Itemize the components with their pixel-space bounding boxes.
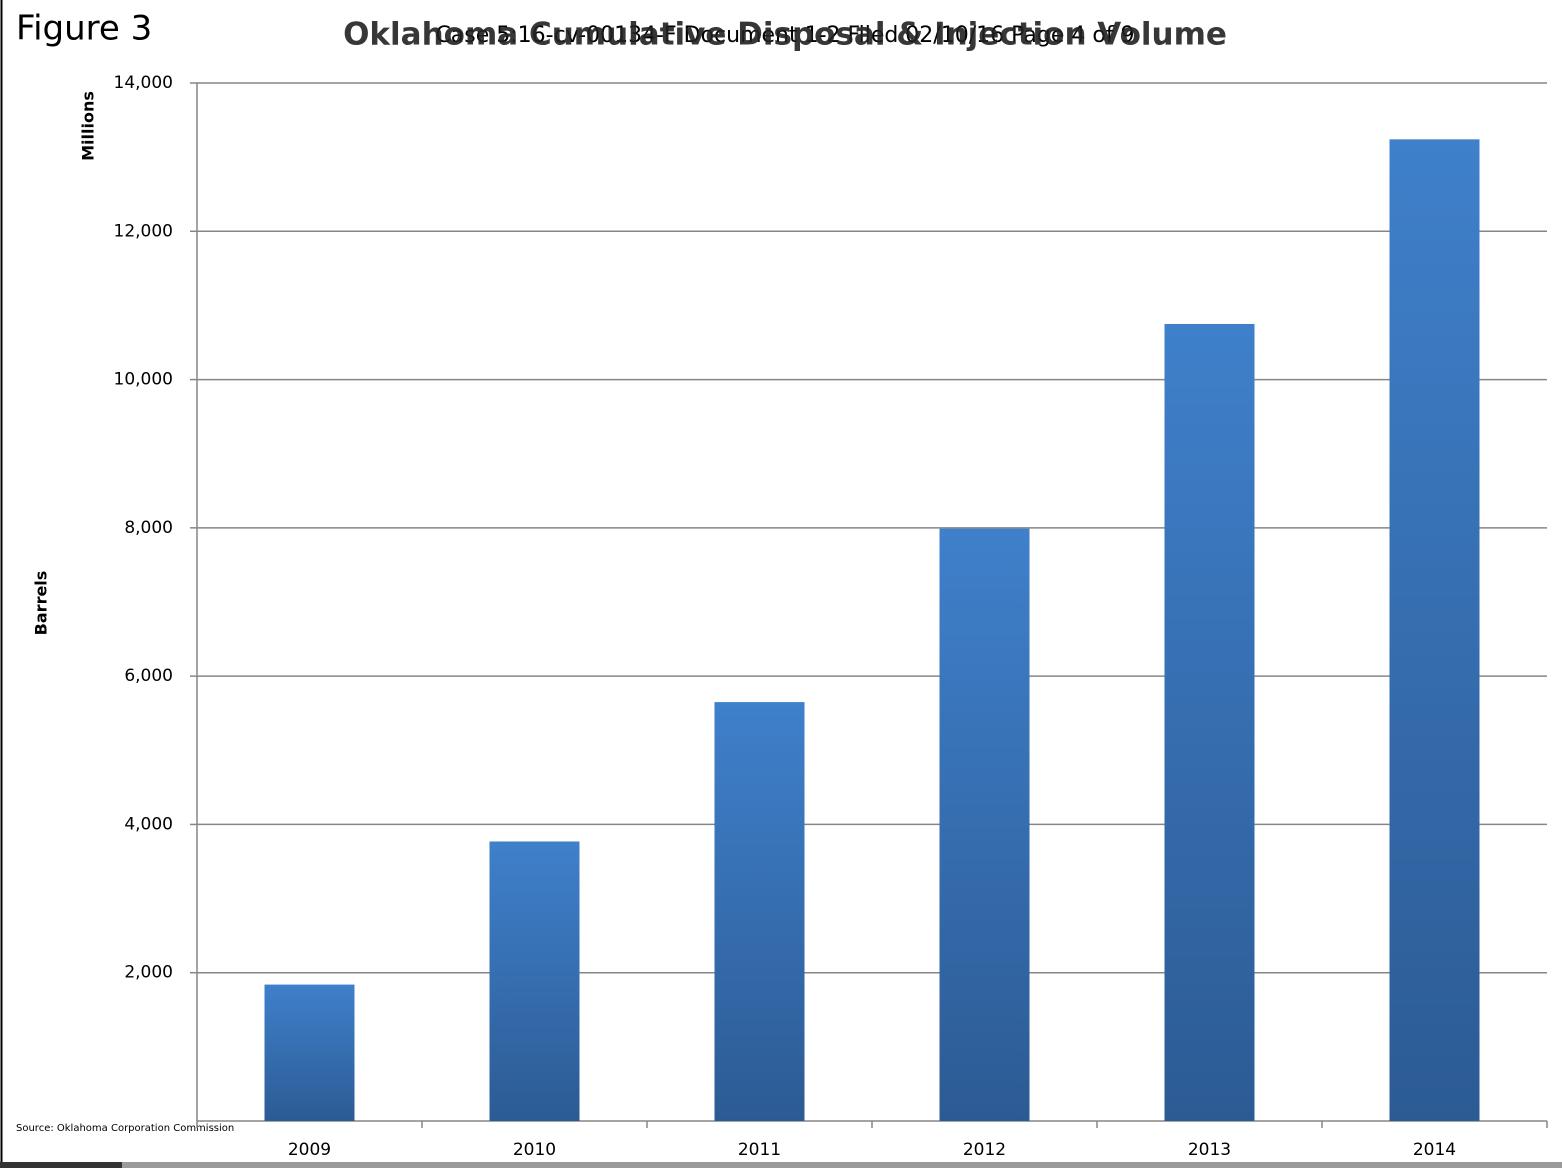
bar bbox=[939, 528, 1030, 1121]
x-tick-label: 2013 bbox=[1188, 1140, 1231, 1160]
bar bbox=[264, 984, 355, 1121]
figure-label: Figure 3 bbox=[16, 9, 152, 49]
y-tick-label: 2,000 bbox=[124, 963, 173, 983]
x-tick-label: 2014 bbox=[1413, 1140, 1456, 1160]
y-tick-label: 14,000 bbox=[114, 73, 173, 93]
y-tick-label: 8,000 bbox=[124, 518, 173, 538]
x-tick-label: 2009 bbox=[288, 1140, 331, 1160]
bar bbox=[1389, 139, 1480, 1121]
x-tick-label: 2011 bbox=[738, 1140, 781, 1160]
bar bbox=[714, 702, 805, 1121]
y-axis-label: Barrels bbox=[32, 571, 51, 636]
y-tick-label: 10,000 bbox=[114, 370, 173, 390]
bottom-bar bbox=[0, 1162, 1562, 1168]
y-tick-label: 6,000 bbox=[124, 666, 173, 686]
y-unit: Millions bbox=[79, 91, 98, 161]
x-tick-label: 2012 bbox=[963, 1140, 1006, 1160]
watermark: Case 5:16-cv-00134-F Document 1-2 Filed … bbox=[435, 23, 1134, 48]
y-tick-label: 12,000 bbox=[114, 221, 173, 241]
y-tick-label: 4,000 bbox=[124, 814, 173, 834]
source-note: Source: Oklahoma Corporation Commission bbox=[16, 1123, 234, 1134]
bar bbox=[489, 841, 580, 1121]
bottom-bar-dark bbox=[0, 1162, 122, 1168]
x-tick-label: 2010 bbox=[513, 1140, 556, 1160]
chart-title: Oklahoma Cumulative Disposal & Injection… bbox=[343, 17, 1227, 53]
bar bbox=[1164, 323, 1255, 1121]
